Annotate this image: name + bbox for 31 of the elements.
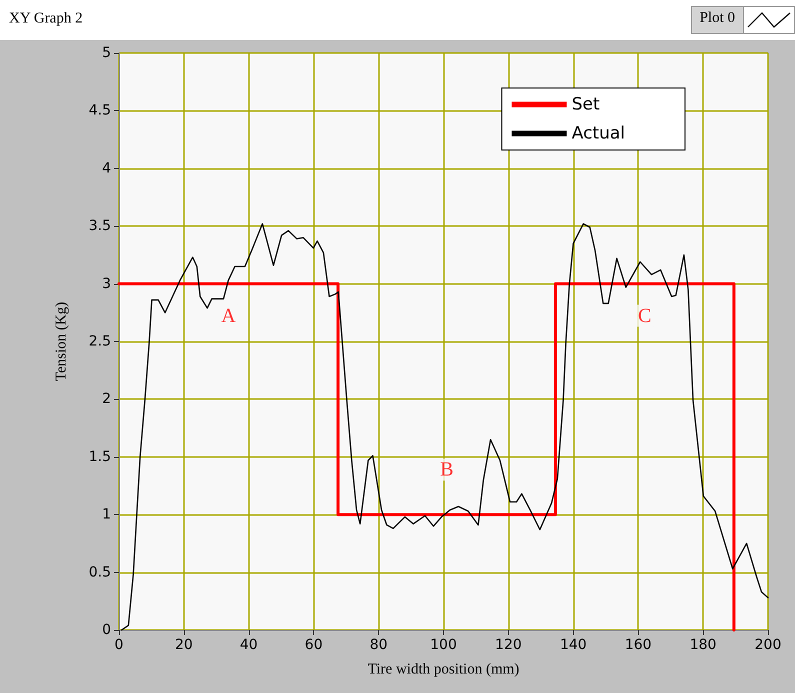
legend-label: Actual (572, 124, 626, 144)
y-tick-label: 3.5 (88, 218, 111, 234)
y-tick-label: 2 (102, 391, 111, 408)
x-tick-label: 20 (174, 637, 193, 653)
y-tick-label: 4 (102, 160, 112, 176)
x-tick-label: 0 (114, 637, 124, 653)
y-tick-label: 4.5 (88, 102, 111, 119)
x-tick-label: 200 (754, 637, 782, 653)
annotation: B (440, 458, 454, 481)
legend-label: Set (572, 94, 600, 114)
y-tick-label: 1.5 (88, 448, 111, 465)
x-tick-label: 100 (430, 637, 457, 653)
y-tick-label: 0 (102, 622, 111, 638)
y-axis-title: Tension (Kg) (54, 302, 70, 382)
y-tick-label: 1 (102, 506, 111, 523)
y-tick-label: 5 (102, 45, 111, 61)
x-tick-label: 180 (690, 637, 716, 653)
x-tick-label: 120 (495, 637, 522, 653)
y-tick-label: 3 (102, 276, 111, 292)
chart-title: XY Graph 2 (9, 10, 83, 26)
y-tick-label: 2.5 (88, 334, 111, 350)
annotation: A (221, 304, 236, 327)
annotation: C (638, 304, 652, 327)
y-tick-label: 0.5 (88, 564, 111, 580)
x-axis-title: Tire width position (mm) (368, 662, 520, 678)
x-tick-label: 80 (370, 637, 388, 653)
x-tick-label: 160 (624, 637, 652, 653)
x-tick-label: 140 (560, 637, 587, 653)
text: Plot 0 (698, 9, 736, 28)
x-tick-label: 40 (240, 637, 258, 653)
x-tick-label: 60 (304, 637, 323, 653)
